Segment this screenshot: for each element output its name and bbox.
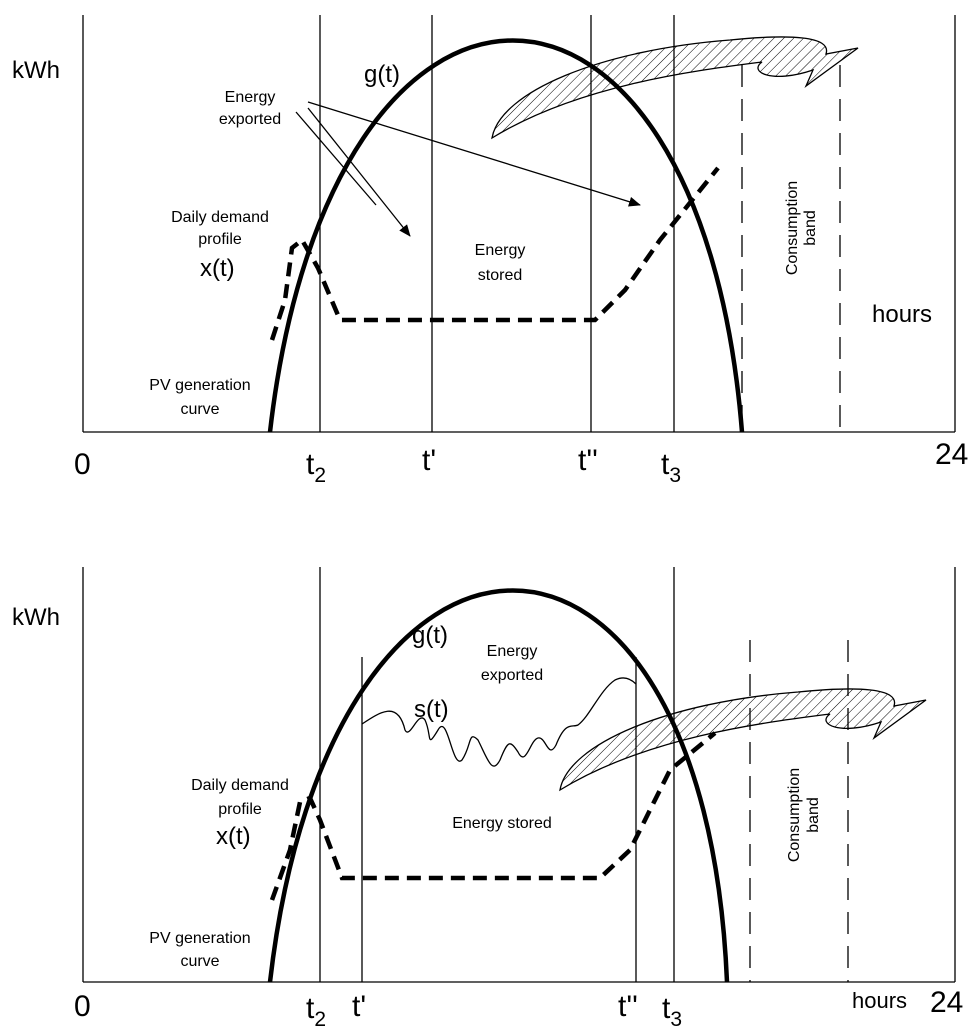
y-label: kWh — [12, 57, 60, 84]
tick-label: t'' — [618, 990, 638, 1023]
curve-label: g(t) — [364, 61, 400, 88]
label: Daily demand — [171, 209, 269, 226]
tick-label: 0 — [74, 448, 91, 481]
tick-label: t' — [352, 990, 366, 1023]
label: curve — [180, 401, 219, 418]
label: exported — [219, 111, 281, 128]
consumption-arrow — [492, 37, 858, 138]
storage-label: s(t) — [414, 696, 449, 723]
tick-label: t2 — [306, 448, 326, 487]
arrow — [308, 102, 640, 205]
tick-label: t3 — [661, 448, 681, 487]
label: PV generation — [149, 377, 250, 394]
label: Energy — [475, 242, 526, 259]
diagram: kWh g(t) Energy exported Daily demand pr… — [0, 0, 978, 1032]
panel-bottom: kWh g(t) Energy exported s(t) Daily dema… — [12, 567, 963, 1031]
label: Energy — [225, 89, 276, 106]
tick-label: t'' — [578, 444, 598, 477]
label: band — [802, 210, 819, 246]
demand-symbol: x(t) — [200, 255, 235, 282]
label: Consumption — [786, 768, 803, 862]
tick-label: 24 — [935, 438, 968, 471]
label: profile — [218, 801, 262, 818]
consumption-arrow — [560, 689, 926, 790]
label: PV generation — [149, 930, 250, 947]
tick-label: t3 — [662, 992, 682, 1031]
tick-label: 0 — [74, 990, 91, 1023]
label: Energy stored — [452, 815, 552, 832]
label: curve — [180, 953, 219, 970]
tick-label: t' — [422, 444, 436, 477]
panel-top: kWh g(t) Energy exported Daily demand pr… — [12, 15, 968, 487]
curve-label: g(t) — [412, 622, 448, 649]
tick-label: 24 — [930, 986, 963, 1019]
x-label: hours — [872, 301, 932, 328]
label: Daily demand — [191, 777, 289, 794]
label: Consumption — [784, 181, 801, 275]
label: exported — [481, 667, 543, 684]
label: profile — [198, 231, 242, 248]
label: stored — [478, 267, 522, 284]
tick-label: t2 — [306, 992, 326, 1031]
arrow-line — [296, 112, 376, 205]
x-label: hours — [852, 988, 907, 1013]
generation-curve — [270, 41, 742, 433]
demand-symbol: x(t) — [216, 823, 251, 850]
label: Energy — [487, 643, 538, 660]
label: band — [805, 797, 822, 833]
y-label: kWh — [12, 604, 60, 631]
